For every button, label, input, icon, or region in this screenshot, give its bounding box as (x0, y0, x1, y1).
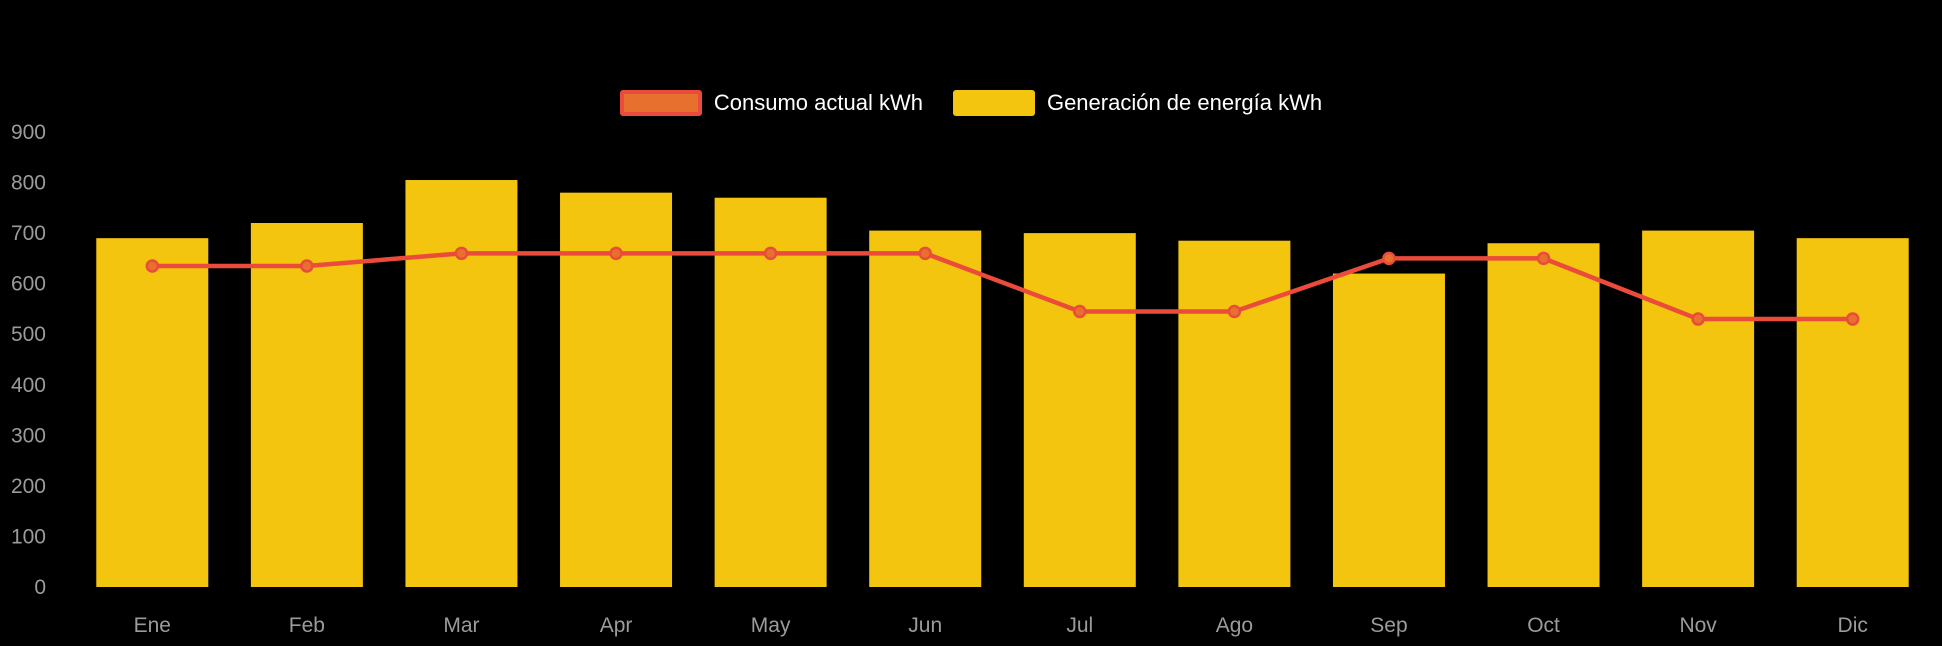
legend-label-consumo: Consumo actual kWh (713, 90, 923, 115)
point-Nov (1691, 312, 1705, 326)
x-axis-label-Ene: Ene (134, 614, 171, 637)
point-Jul (1073, 304, 1087, 319)
y-axis-tick-label: 600 (11, 273, 46, 296)
x-axis-label-Dic: Dic (1838, 614, 1868, 637)
y-axis-tick-label: 200 (11, 475, 46, 498)
x-axis-label-Jul: Jul (1066, 614, 1093, 637)
point-May (763, 246, 778, 261)
point-Feb (300, 259, 314, 273)
x-axis-label-Nov: Nov (1679, 614, 1717, 637)
y-axis-tick-label: 800 (11, 172, 46, 195)
point-Mar (454, 246, 469, 261)
y-axis-tick-label: 500 (11, 323, 46, 346)
x-axis-label-Oct: Oct (1527, 614, 1560, 637)
x-axis-label-May: May (751, 614, 791, 637)
x-axis-label-Mar: Mar (443, 614, 479, 637)
bar-Jul (1023, 233, 1136, 587)
bar-Ene (96, 238, 209, 587)
bar-Feb (250, 223, 363, 587)
y-axis-tick-label: 400 (11, 374, 46, 397)
bar-May (714, 197, 827, 587)
bar-Oct (1487, 243, 1600, 587)
chart-legend: Consumo actual kWh Generación de energía… (0, 90, 1942, 116)
bar-Ago (1178, 240, 1291, 587)
x-axis-label-Feb: Feb (289, 614, 325, 637)
bar-Sep (1332, 273, 1445, 587)
consumo-line (150, 251, 1855, 322)
y-axis-tick-label: 0 (34, 576, 46, 599)
bar-Dic (1796, 238, 1909, 587)
y-axis-tick-label: 700 (11, 222, 46, 245)
x-axis-label-Jun: Jun (908, 614, 942, 637)
y-axis-tick-label: 900 (11, 121, 46, 144)
point-Ene (145, 259, 160, 273)
bar-Jun (869, 230, 982, 588)
point-Apr (609, 246, 623, 261)
y-axis-tick-label: 300 (11, 424, 46, 447)
y-axis-tick-label: 100 (11, 525, 46, 548)
point-Ago (1227, 304, 1242, 319)
generacion-bar-swatch-icon (952, 90, 1035, 116)
bar-Mar (405, 180, 518, 587)
point-Jun (918, 246, 932, 261)
x-axis-label-Ago: Ago (1216, 614, 1253, 637)
point-Oct (1536, 251, 1551, 266)
legend-item-generacion[interactable]: Generación de energía kWh (952, 90, 1323, 116)
point-Dic (1845, 312, 1860, 326)
point-Sep (1382, 251, 1396, 266)
legend-label-generacion: Generación de energía kWh (1046, 90, 1323, 115)
legend-item-consumo[interactable]: Consumo actual kWh (619, 90, 923, 116)
consumo-line-swatch-icon (619, 90, 702, 116)
bar-Nov (1642, 230, 1755, 588)
x-axis-label-Sep: Sep (1370, 614, 1407, 637)
x-axis-label-Apr: Apr (600, 614, 633, 637)
